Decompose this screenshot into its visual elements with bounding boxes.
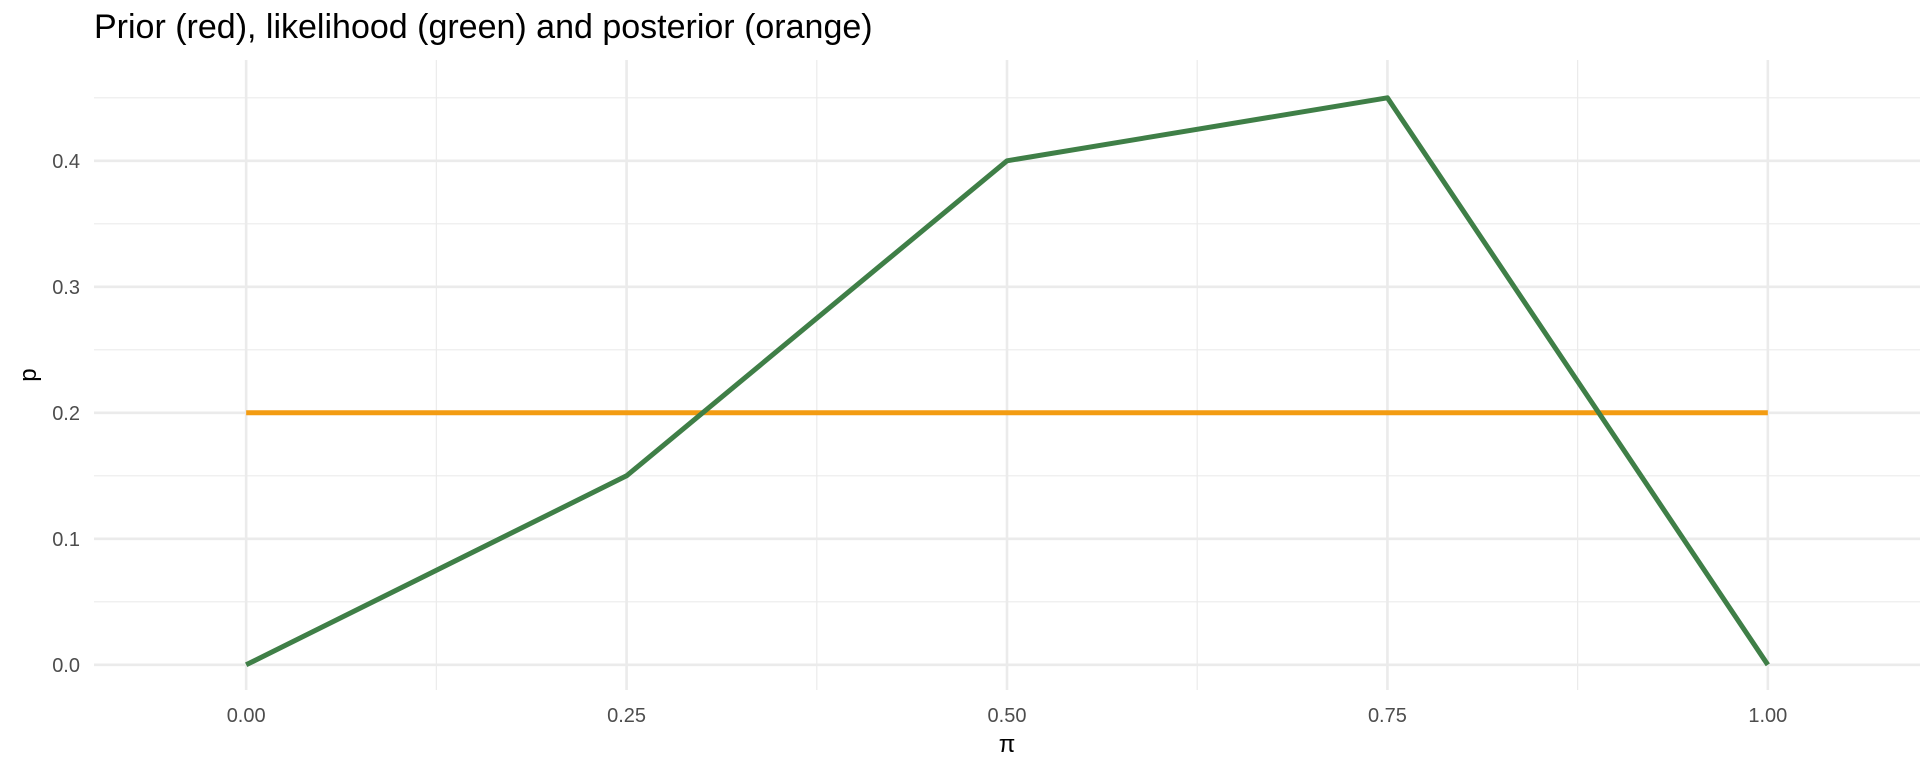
y-tick-label: 0.0 bbox=[52, 655, 80, 677]
x-axis-title: π bbox=[999, 731, 1016, 758]
y-axis-title: p bbox=[15, 368, 42, 381]
x-tick-label: 0.50 bbox=[988, 705, 1027, 727]
y-tick-label: 0.2 bbox=[52, 403, 80, 425]
y-tick-label: 0.3 bbox=[52, 277, 80, 299]
series-line-1 bbox=[245, 95, 1770, 668]
y-tick-label: 0.4 bbox=[52, 151, 80, 173]
chart-title: Prior (red), likelihood (green) and post… bbox=[94, 8, 873, 46]
x-tick-label: 0.00 bbox=[227, 705, 266, 727]
x-tick-label: 0.25 bbox=[607, 705, 646, 727]
x-tick-label: 0.75 bbox=[1368, 705, 1407, 727]
x-tick-label: 1.00 bbox=[1748, 705, 1787, 727]
y-tick-label: 0.1 bbox=[52, 529, 80, 551]
